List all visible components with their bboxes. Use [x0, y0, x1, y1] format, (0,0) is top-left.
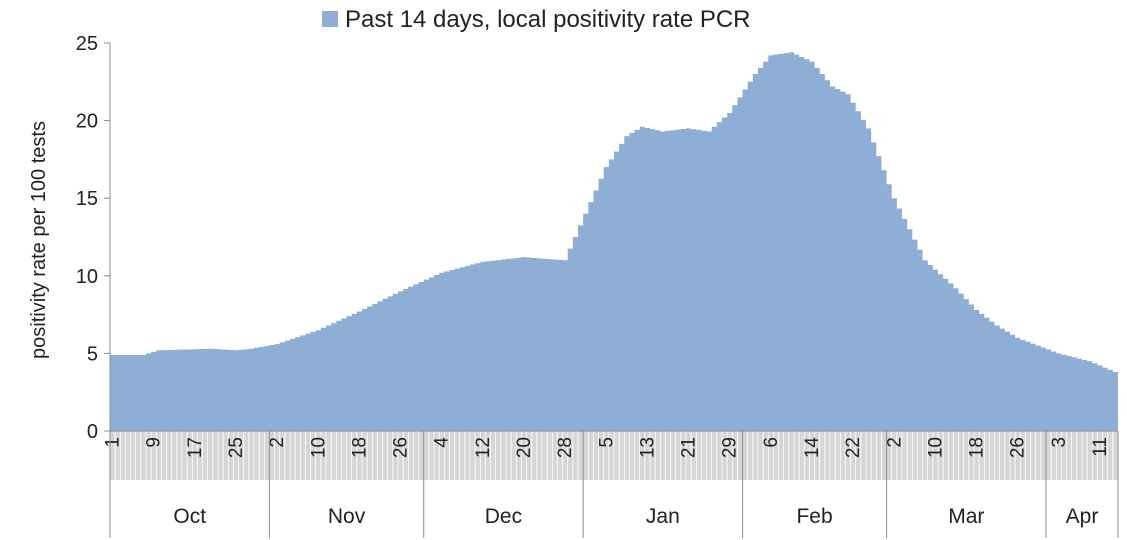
x-tick-label: 26 [1008, 437, 1029, 458]
x-tick-label: 13 [637, 437, 658, 458]
y-axis-label: positivity rate per 100 tests [28, 121, 50, 359]
x-tick-label: 18 [349, 437, 370, 458]
x-tick-label: 20 [514, 437, 535, 458]
month-label: Apr [1066, 505, 1099, 528]
x-tick-label: 5 [596, 437, 617, 448]
series-area [110, 52, 1118, 432]
plot-area [110, 52, 1118, 432]
x-tick-label: 10 [308, 437, 329, 458]
y-tick-label: 20 [76, 111, 98, 133]
x-tick-label: 26 [391, 437, 412, 458]
x-tick-label: 6 [761, 437, 782, 448]
month-label: Jan [646, 505, 680, 528]
x-tick-label: 14 [802, 437, 823, 459]
x-tick-label: 2 [884, 437, 905, 448]
x-tick-label: 11 [1090, 437, 1111, 457]
y-tick-label: 0 [87, 421, 98, 443]
x-tick-label: 1 [103, 437, 124, 448]
legend-label: Past 14 days, local positivity rate PCR [345, 6, 751, 33]
x-tick-label: 2 [267, 437, 288, 448]
x-tick-label: 4 [432, 437, 453, 448]
y-tick-label: 5 [87, 343, 98, 365]
legend-swatch [322, 11, 338, 27]
x-tick-label: 29 [720, 437, 741, 458]
x-tick-label: 10 [925, 437, 946, 458]
x-tick-label: 25 [226, 437, 247, 458]
x-tick-label: 12 [473, 437, 494, 458]
month-label: Feb [796, 505, 832, 528]
month-label: Nov [328, 505, 366, 528]
x-tick-label: 3 [1049, 437, 1070, 448]
x-tick-label: 9 [144, 437, 165, 448]
month-label: Dec [485, 505, 522, 528]
x-tick-label: 28 [555, 437, 576, 458]
y-tick-label: 25 [76, 33, 98, 55]
x-tick-label: 21 [679, 437, 700, 458]
y-tick-label: 15 [76, 188, 98, 210]
x-tick-label: 17 [185, 437, 206, 458]
y-axis: 0 5 10 15 20 25 [76, 33, 111, 443]
x-tick-label: 18 [967, 437, 988, 458]
y-tick-label: 10 [76, 266, 98, 288]
month-label: Oct [173, 505, 206, 528]
month-label: Mar [948, 505, 984, 528]
legend: Past 14 days, local positivity rate PCR [322, 6, 751, 33]
x-axis: 1 9 17 25 2 10 18 26 4 12 20 28 5 13 21 29 6 14 22 2 10 18 26 3… [103, 430, 1119, 538]
x-tick-label: 22 [843, 437, 864, 458]
